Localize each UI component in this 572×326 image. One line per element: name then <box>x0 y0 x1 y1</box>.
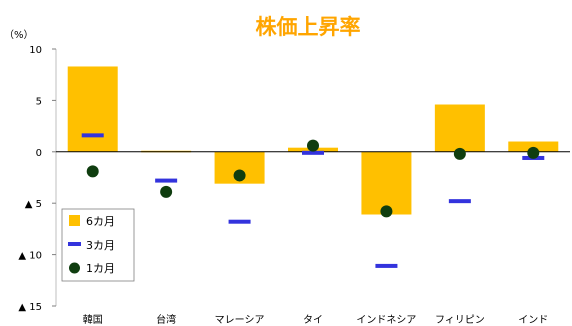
legend-label-6-month: 6カ月 <box>86 215 115 228</box>
legend-label-1-month: 1カ月 <box>86 262 115 275</box>
y-axis-ticks: 10 5 0 ▲ 5 ▲ 10 ▲ 15 <box>18 45 56 313</box>
x-axis-category-labels: 韓国 台湾 マレーシア タイ インドネシア フィリピン インド <box>83 313 549 326</box>
x-category-label: マレーシア <box>215 315 265 326</box>
x-category-label: 韓国 <box>83 314 103 326</box>
dash-3-month <box>81 133 104 138</box>
dot-1-month <box>527 146 540 159</box>
legend-swatch-3-month <box>68 242 81 246</box>
dot-1-month <box>453 147 466 160</box>
legend-label-3-month: 3カ月 <box>86 239 115 252</box>
three-month-marks <box>81 133 545 268</box>
x-category-label: タイ <box>303 314 323 326</box>
y-tick-label: ▲ 5 <box>25 199 42 210</box>
legend-swatch-1-month <box>69 262 80 274</box>
dash-3-month <box>155 178 178 183</box>
dash-3-month <box>448 199 471 204</box>
x-category-label: フィリピン <box>435 314 485 326</box>
dash-3-month <box>228 219 251 224</box>
legend: 6カ月 3カ月 1カ月 <box>61 208 135 282</box>
y-tick-label: ▲ 15 <box>18 302 42 313</box>
bar-6-month <box>508 141 559 152</box>
legend-swatch-6-month <box>69 215 80 226</box>
x-category-label: インド <box>518 315 548 326</box>
bar-6-month <box>434 104 485 152</box>
dash-3-month <box>302 150 324 155</box>
chart-title: 株価上昇率 <box>256 15 361 39</box>
one-month-marks <box>86 139 540 218</box>
y-axis-unit-label: （%） <box>4 29 34 41</box>
bar-6-month <box>67 66 118 152</box>
y-tick-label: ▲ 10 <box>18 251 42 262</box>
dot-1-month <box>86 165 99 178</box>
x-category-label: インドネシア <box>356 314 416 326</box>
bar-6-month <box>361 151 412 215</box>
x-category-label: 台湾 <box>156 313 176 326</box>
dot-1-month <box>160 185 173 198</box>
dash-3-month <box>375 263 398 268</box>
dot-1-month <box>380 205 393 218</box>
y-tick-label: 10 <box>29 45 42 56</box>
y-tick-label: 5 <box>36 96 42 107</box>
dot-1-month <box>307 139 319 152</box>
dot-1-month <box>233 169 246 182</box>
y-tick-label: 0 <box>36 148 42 159</box>
